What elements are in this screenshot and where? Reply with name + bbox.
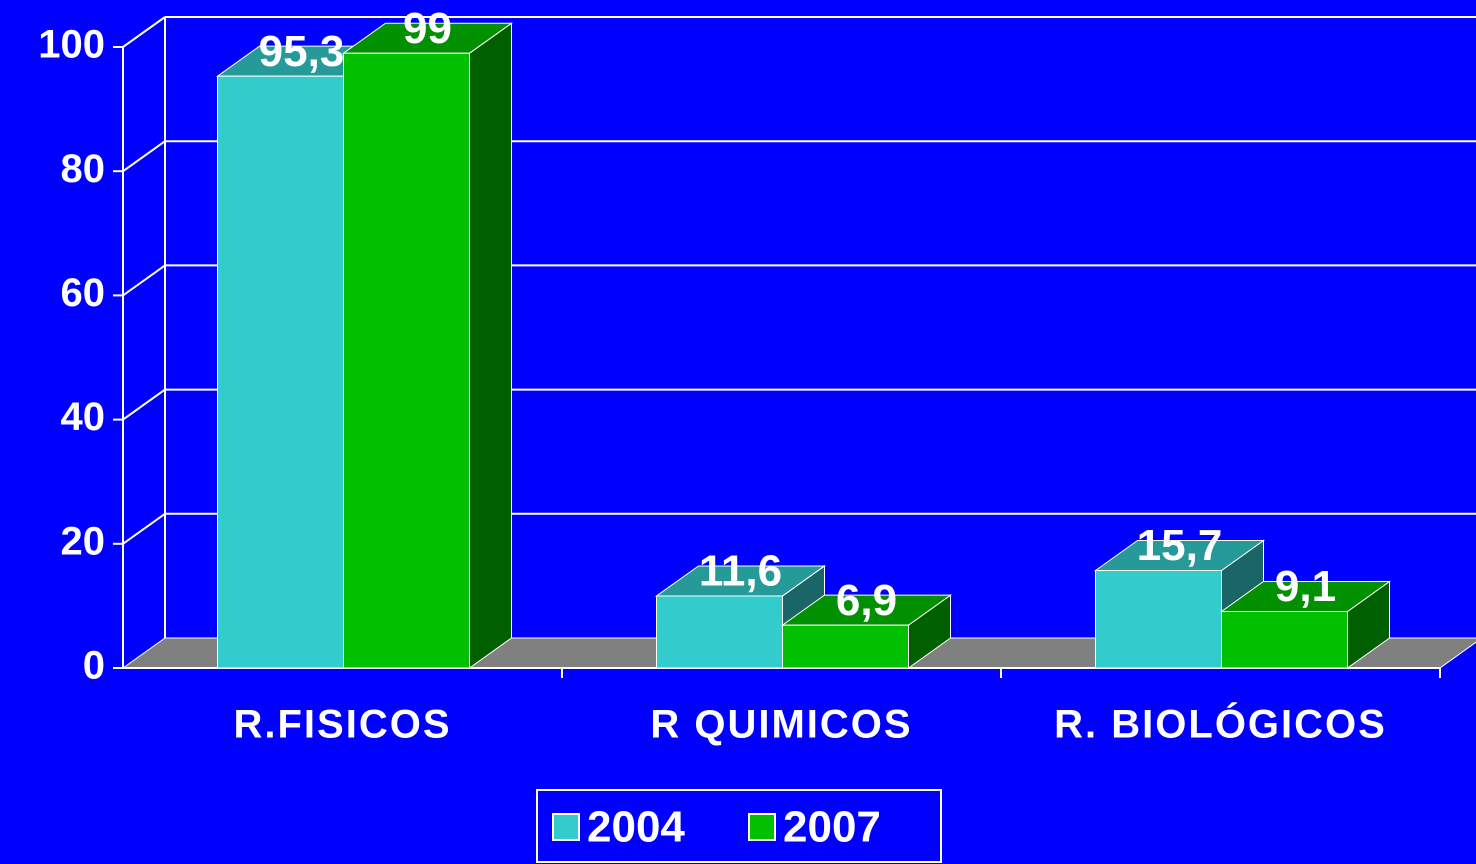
data-label: 11,6 bbox=[699, 547, 782, 596]
bar bbox=[217, 75, 344, 669]
x-tick-label: R.FISICOS bbox=[233, 703, 451, 747]
y-tick-label: 0 bbox=[83, 644, 105, 688]
data-label: 99 bbox=[403, 4, 452, 53]
side-grid-line bbox=[122, 388, 166, 421]
y-tick-label: 80 bbox=[61, 147, 106, 191]
y-tick-label: 20 bbox=[61, 519, 106, 563]
bar bbox=[343, 52, 470, 669]
legend-label: 2004 bbox=[587, 803, 685, 852]
side-grid-line bbox=[122, 264, 166, 297]
y-tick-label: 40 bbox=[61, 395, 106, 439]
data-label: 95,3 bbox=[259, 27, 345, 76]
legend-swatch bbox=[552, 813, 580, 841]
side-grid-line bbox=[122, 140, 166, 173]
bar bbox=[1095, 570, 1222, 669]
legend-box bbox=[536, 789, 942, 863]
bar bbox=[656, 595, 783, 669]
data-label: 9,1 bbox=[1275, 562, 1336, 611]
bar-side bbox=[469, 22, 512, 669]
legend-label: 2007 bbox=[783, 803, 881, 852]
bar bbox=[782, 624, 909, 669]
legend-swatch bbox=[748, 813, 776, 841]
bar bbox=[1221, 610, 1348, 669]
x-tick-label: R. BIOLÓGICOS bbox=[1054, 701, 1387, 747]
data-label: 15,7 bbox=[1137, 521, 1223, 570]
data-label: 6,9 bbox=[836, 576, 897, 625]
x-tick-label: R QUIMICOS bbox=[650, 703, 912, 747]
side-grid-line bbox=[122, 512, 166, 545]
side-grid-line bbox=[122, 16, 166, 48]
y-tick-label: 100 bbox=[38, 23, 105, 67]
y-tick-label: 60 bbox=[61, 271, 106, 315]
